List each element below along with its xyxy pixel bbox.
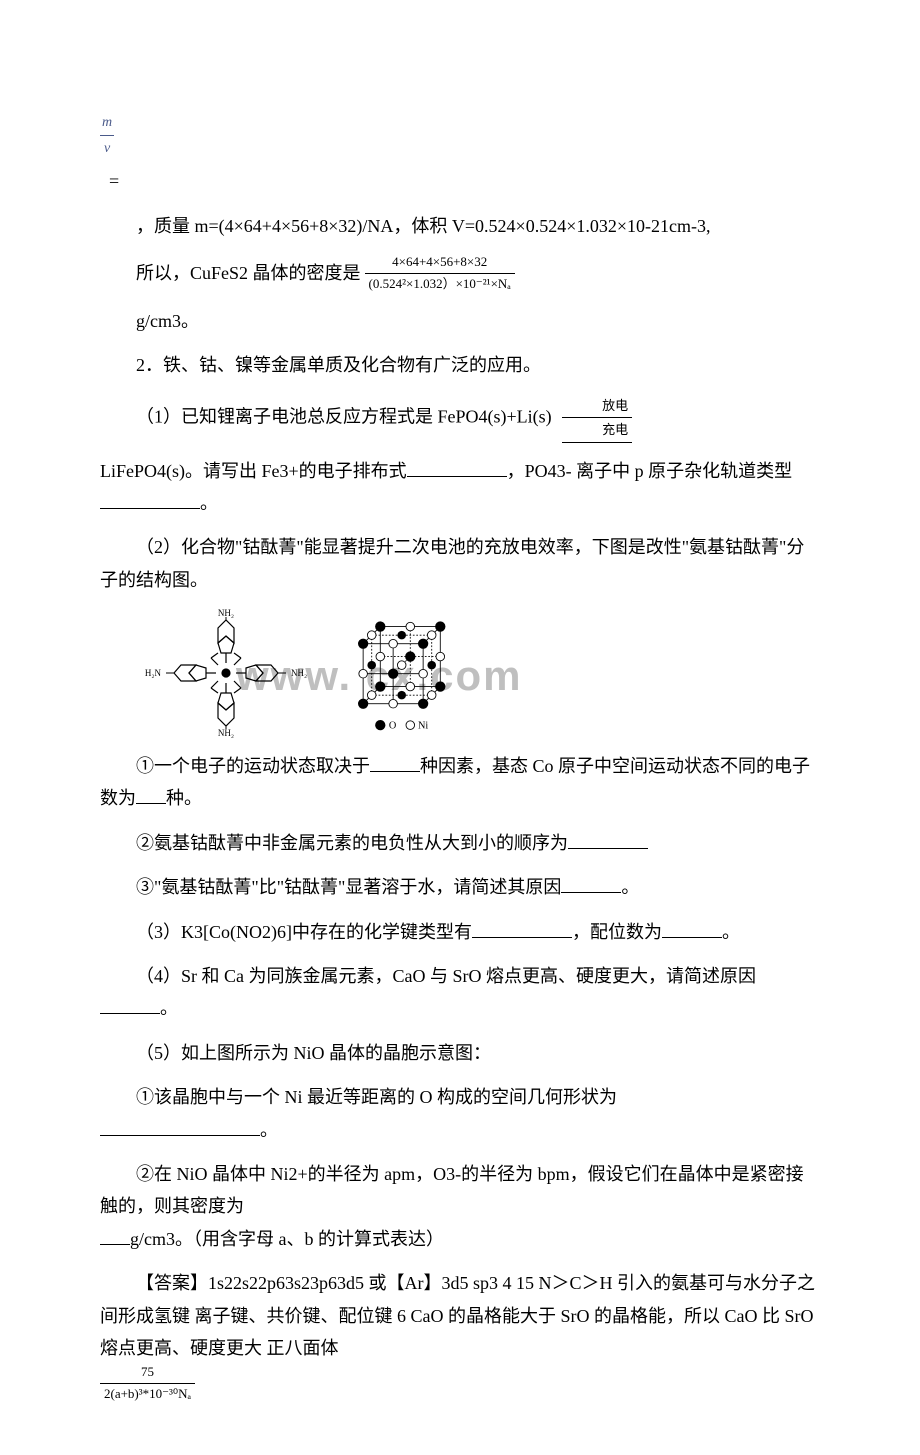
q2-2: （2）化合物"钴酞菁"能显著提升二次电池的充放电效率，下图是改性"氨基钴酞菁"分… (100, 531, 820, 596)
answer-block: 【答案】1s22s22p63s23p63d5 或【Ar】3d5 sp3 4 15… (100, 1267, 820, 1403)
frac-num: m (100, 110, 114, 136)
q2-3: （3）K3[Co(NO2)6]中存在的化学键类型有 ，配位数为 。 (100, 916, 820, 948)
q2-2-2-text: ②氨基钴酞菁中非金属元素的电负性从大到小的顺序为 (136, 833, 568, 853)
q2-5-1-text: ①该晶胞中与一个 Ni 最近等距离的 O 构成的空间几何形状为 (136, 1087, 617, 1107)
q2-3a: （3）K3[Co(NO2)6]中存在的化学键类型有 (136, 922, 472, 942)
gcm3-line: g/cm3。 (100, 305, 820, 337)
blank-electroneg (568, 831, 648, 849)
reaction-bot: 充电 (562, 417, 632, 441)
q2-2-3: ③"氨基钴酞菁"比"钴酞菁"显著溶于水，请简述其原因 。 (100, 871, 820, 903)
q2-1-end: 。 (200, 493, 218, 513)
density-den: (0.524²×1.032）×10⁻²¹×Nₐ (365, 274, 515, 293)
q2-1-mid: ，PO43- 离子中 p 原子杂化轨道类型 (507, 461, 793, 481)
nh2-right-label: NH₂ (291, 668, 307, 678)
q2-1: （1）已知锂离子电池总反应方程式是 FePO4(s)+Li(s) 放电 充电 (100, 394, 820, 443)
crystal-diagram: O Ni (346, 618, 466, 738)
nh2-bottom-label: NH₂ (218, 728, 234, 738)
nh2-top-label: NH₂ (218, 608, 234, 618)
blank-factors (370, 754, 420, 772)
mass-volume-line: ，质量 m=(4×64+4×56+8×32)/NA，体积 V=0.524×0.5… (100, 210, 820, 242)
q2-4-text: （4）Sr 和 Ca 为同族金属元素，CaO 与 SrO 熔点更高、硬度更大，请… (136, 966, 756, 986)
frac-den: v (100, 136, 114, 161)
answer-fraction: 75 2(a+b)³*10⁻³⁰Nₐ (100, 1364, 195, 1403)
q2-3b: ，配位数为 (572, 922, 662, 942)
blank-coord (662, 920, 722, 938)
q2-1-body-line: LiFePO4(s)。请写出 Fe3+的电子排布式 ，PO43- 离子中 p 原子… (100, 455, 820, 520)
density-prefix: 所以，CuFeS2 晶体的密度是 (100, 257, 361, 289)
q2-2-3-end: 。 (621, 877, 639, 897)
h2n-left-label: H₂N (145, 668, 162, 678)
blank-hybrid (100, 491, 200, 509)
q2-2-1a: ①一个电子的运动状态取决于 (136, 756, 370, 776)
blank-electrons (136, 786, 166, 804)
legend-ni: Ni (418, 721, 428, 732)
q2-2-1c: 种。 (166, 788, 202, 808)
density-num: 4×64+4×56+8×32 (365, 254, 515, 274)
molecule-diagram: NH₂ NH₂ NH₂ H₂N (136, 608, 316, 738)
ans-num: 75 (100, 1364, 195, 1384)
blank-bond (472, 920, 572, 938)
q2-5-2b: g/cm3。（用含字母 a、b 的计算式表达） (130, 1229, 444, 1249)
q2-5-2: ②在 NiO 晶体中 Ni2+的半径为 apm，O3-的半径为 bpm，假设它们… (100, 1158, 820, 1255)
blank-sr-ca (100, 996, 160, 1014)
images-row: www. cx.com (136, 608, 820, 738)
q2-header: 2．铁、钴、镍等金属单质及化合物有广泛的应用。 (100, 349, 820, 381)
q2-2-1: ①一个电子的运动状态取决于种因素，基态 Co 原子中空间运动状态不同的电子数为种… (100, 750, 820, 815)
q2-5-2a: ②在 NiO 晶体中 Ni2+的半径为 apm，O3-的半径为 bpm，假设它们… (100, 1164, 804, 1216)
q2-2-2: ②氨基钴酞菁中非金属元素的电负性从大到小的顺序为 (100, 827, 820, 859)
blank-fe3 (407, 459, 507, 477)
q2-5-1-end: 。 (260, 1120, 278, 1140)
equals-sign: = (100, 165, 820, 197)
q2-5-1: ①该晶胞中与一个 Ni 最近等距离的 O 构成的空间几何形状为。 (100, 1081, 820, 1146)
fraction-mv: m v (100, 110, 820, 161)
q2-1-body: LiFePO4(s)。请写出 Fe3+的电子排布式 (100, 461, 407, 481)
q2-5: （5）如上图所示为 NiO 晶体的晶胞示意图： (100, 1037, 820, 1069)
ans-den: 2(a+b)³*10⁻³⁰Nₐ (100, 1384, 195, 1403)
q2-2-3-text: ③"氨基钴酞菁"比"钴酞菁"显著溶于水，请简述其原因 (136, 877, 561, 897)
density-fraction: 4×64+4×56+8×32 (0.524²×1.032）×10⁻²¹×Nₐ (365, 254, 515, 293)
blank-reason (561, 875, 621, 893)
q2-4-end: 。 (160, 998, 178, 1018)
reaction-top: 放电 (562, 394, 632, 417)
q2-1-prefix: （1）已知锂离子电池总反应方程式是 FePO4(s)+Li(s) (136, 406, 552, 426)
legend-o: O (389, 721, 396, 732)
reaction-fraction: 放电 充电 (562, 394, 632, 443)
q2-4: （4）Sr 和 Ca 为同族金属元素，CaO 与 SrO 熔点更高、硬度更大，请… (100, 960, 820, 1025)
q2-3c: 。 (722, 922, 740, 942)
answer-text: 【答案】1s22s22p63s23p63d5 或【Ar】3d5 sp3 4 15… (100, 1273, 815, 1358)
blank-density (100, 1227, 130, 1245)
blank-geometry (100, 1118, 260, 1136)
